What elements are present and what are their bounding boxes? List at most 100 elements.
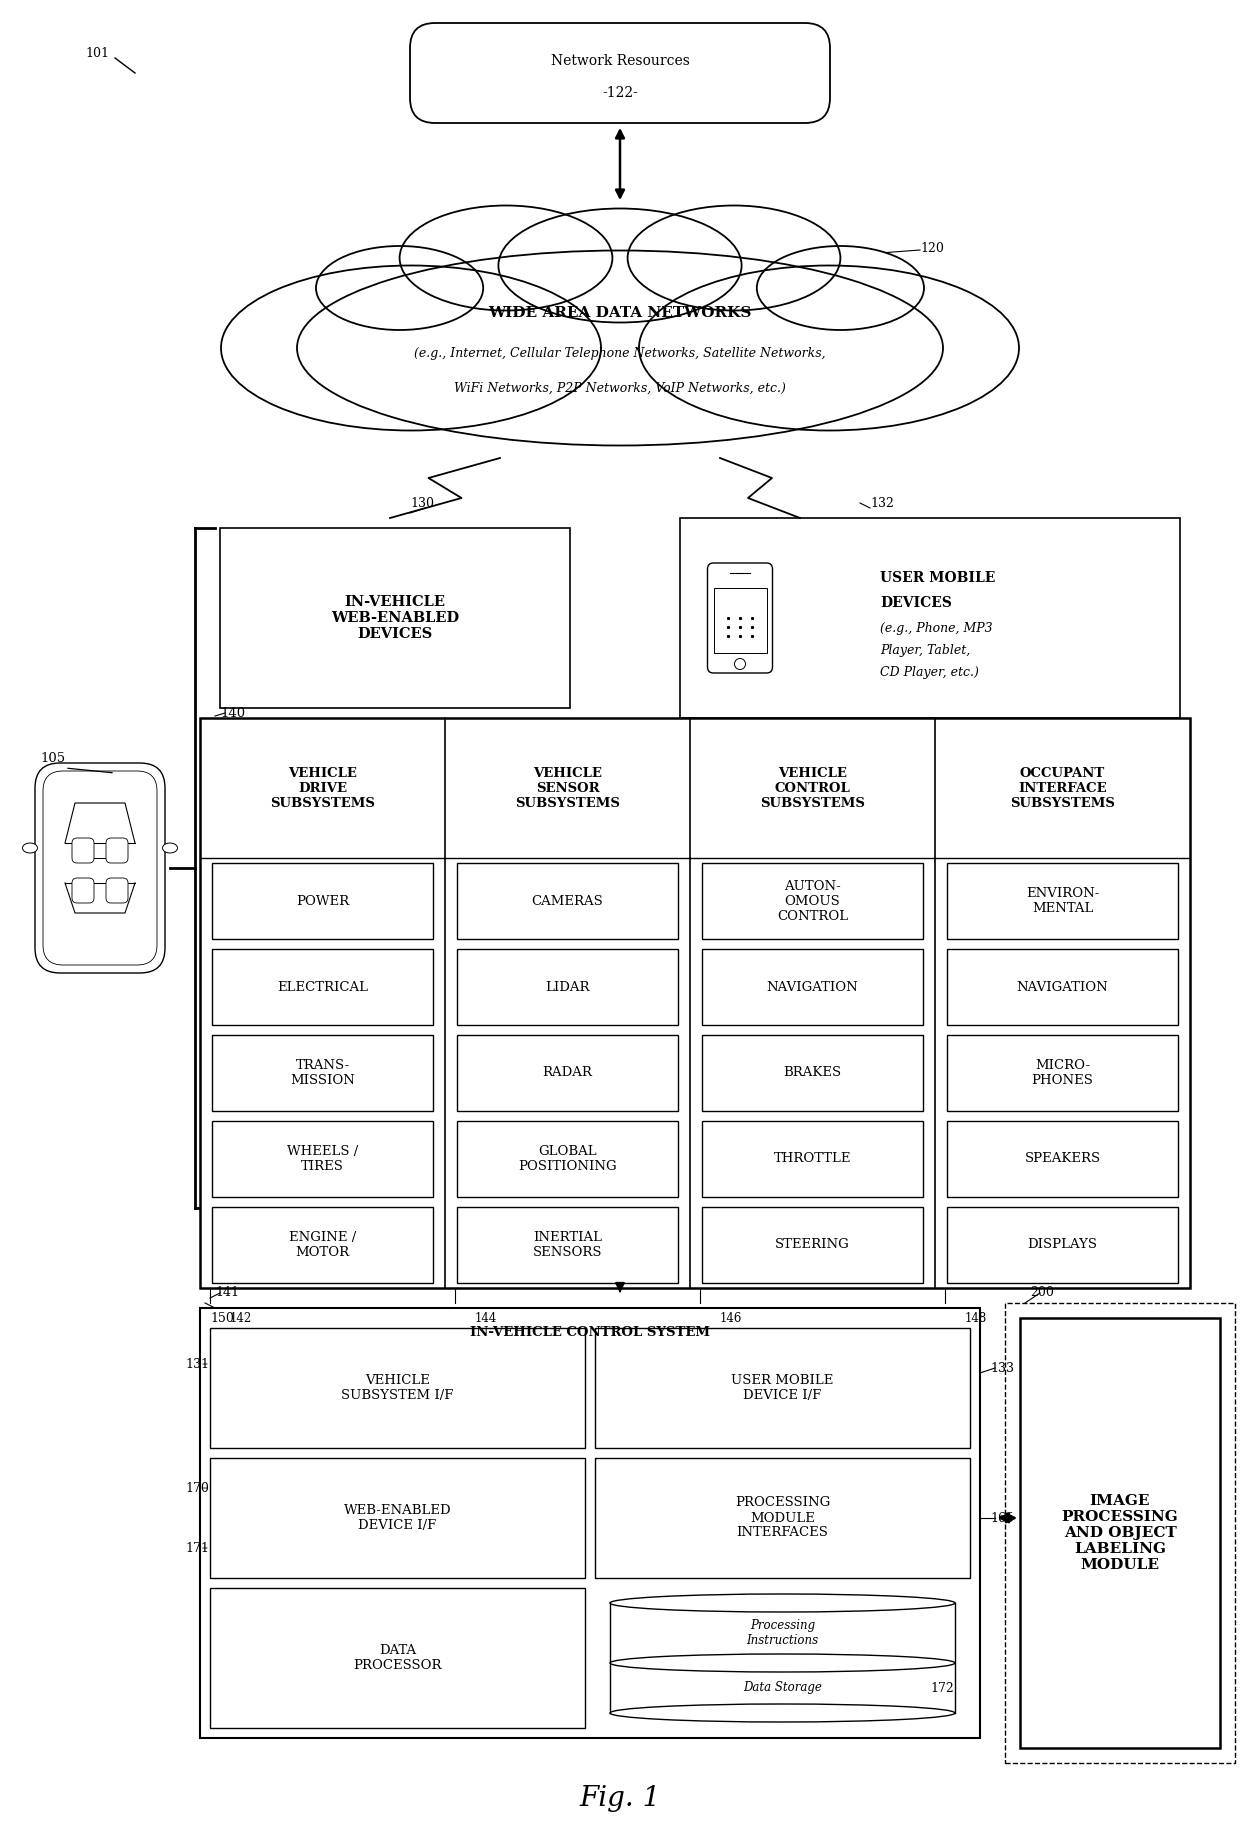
Bar [458,1121,678,1197]
Bar [212,862,433,939]
Text: VEHICLE
SUBSYSTEM I/F: VEHICLE SUBSYSTEM I/F [341,1375,454,1402]
Text: LIDAR: LIDAR [546,980,590,994]
Text: 141: 141 [215,1287,239,1299]
Text: USER MOBILE
DEVICE I/F: USER MOBILE DEVICE I/F [732,1375,833,1402]
Text: OCCUPANT
INTERFACE
SUBSYSTEMS: OCCUPANT INTERFACE SUBSYSTEMS [1011,766,1115,809]
FancyBboxPatch shape [410,24,830,123]
Text: IN-VEHICLE CONTROL SYSTEM: IN-VEHICLE CONTROL SYSTEM [470,1327,711,1340]
Text: INERTIAL
SENSORS: INERTIAL SENSORS [533,1231,603,1259]
Text: USER MOBILE: USER MOBILE [880,572,996,584]
Text: BRAKES: BRAKES [784,1066,842,1079]
Text: WiFi Networks, P2P Networks, VoIP Networks, etc.): WiFi Networks, P2P Networks, VoIP Networ… [454,382,786,395]
Circle shape [734,658,745,669]
Text: POWER: POWER [296,895,350,908]
Bar [713,588,766,652]
Text: GLOBAL
POSITIONING: GLOBAL POSITIONING [518,1145,616,1173]
Text: VEHICLE
SENSOR
SUBSYSTEMS: VEHICLE SENSOR SUBSYSTEMS [515,766,620,809]
Ellipse shape [221,265,601,430]
Bar [1021,1318,1220,1748]
Bar [210,1458,585,1579]
FancyBboxPatch shape [72,879,94,902]
Text: 133: 133 [990,1362,1014,1375]
Ellipse shape [316,246,484,331]
Bar [702,1208,923,1283]
Ellipse shape [399,206,613,311]
Ellipse shape [22,844,37,853]
Text: IMAGE
PROCESSING
AND OBJECT
LABELING
MODULE: IMAGE PROCESSING AND OBJECT LABELING MOD… [1061,1494,1178,1571]
Text: 165: 165 [990,1511,1014,1524]
Bar [947,862,1178,939]
Bar [212,948,433,1026]
Bar [212,1035,433,1112]
Bar [458,862,678,939]
Bar [702,948,923,1026]
Ellipse shape [162,844,177,853]
Ellipse shape [627,206,841,311]
Ellipse shape [610,1594,955,1612]
Bar [610,1594,955,1704]
Text: VEHICLE
CONTROL
SUBSYSTEMS: VEHICLE CONTROL SUBSYSTEMS [760,766,866,809]
Text: (e.g., Phone, MP3: (e.g., Phone, MP3 [880,621,993,634]
Text: 171: 171 [185,1542,208,1555]
Ellipse shape [610,1704,955,1722]
Text: 172: 172 [930,1682,954,1695]
Text: (e.g., Internet, Cellular Telephone Networks, Satellite Networks,: (e.g., Internet, Cellular Telephone Netw… [414,347,826,360]
Text: Data Storage: Data Storage [743,1682,822,1695]
Text: CD Player, etc.): CD Player, etc.) [880,665,978,678]
Text: 101: 101 [86,46,109,59]
Bar [947,1121,1178,1197]
Text: -122-: -122- [603,86,637,99]
Bar [458,1035,678,1112]
Bar [458,1208,678,1283]
Text: Processing
Instructions: Processing Instructions [746,1619,818,1647]
Text: TRANS-
MISSION: TRANS- MISSION [290,1059,355,1086]
Text: 140: 140 [219,706,246,719]
Bar [702,1121,923,1197]
Ellipse shape [298,250,942,445]
Bar [210,1329,585,1448]
Ellipse shape [610,1654,955,1673]
Text: Network Resources: Network Resources [551,53,689,68]
Bar [210,1588,585,1728]
Bar [458,948,678,1026]
Text: STEERING: STEERING [775,1239,849,1252]
FancyBboxPatch shape [35,763,165,972]
Bar [680,518,1180,719]
Text: Fig. 1: Fig. 1 [579,1785,661,1812]
FancyBboxPatch shape [43,770,157,965]
FancyBboxPatch shape [72,838,94,864]
Bar [212,1121,433,1197]
Text: MICRO-
PHONES: MICRO- PHONES [1032,1059,1094,1086]
Text: 142: 142 [229,1312,252,1325]
Text: VEHICLE
DRIVE
SUBSYSTEMS: VEHICLE DRIVE SUBSYSTEMS [270,766,374,809]
Text: RADAR: RADAR [543,1066,593,1079]
Bar [947,948,1178,1026]
Bar [212,1208,433,1283]
Text: SPEAKERS: SPEAKERS [1024,1152,1101,1165]
Bar [595,1329,970,1448]
Text: IN-VEHICLE
WEB-ENABLED
DEVICES: IN-VEHICLE WEB-ENABLED DEVICES [331,596,459,641]
Text: 148: 148 [965,1312,987,1325]
Bar [200,1309,980,1739]
Text: ELECTRICAL: ELECTRICAL [277,980,368,994]
Text: ENVIRON-
MENTAL: ENVIRON- MENTAL [1025,888,1099,915]
Ellipse shape [756,246,924,331]
Text: CAMERAS: CAMERAS [532,895,604,908]
Text: 120: 120 [920,241,944,254]
Text: AUTON-
OMOUS
CONTROL: AUTON- OMOUS CONTROL [777,880,848,923]
Bar [595,1458,970,1579]
Text: NAVIGATION: NAVIGATION [1017,980,1109,994]
Text: 130: 130 [410,496,434,509]
FancyBboxPatch shape [708,562,773,673]
Bar [1004,1303,1235,1763]
Text: PROCESSING
MODULE
INTERFACES: PROCESSING MODULE INTERFACES [735,1496,830,1540]
Text: WHEELS /
TIRES: WHEELS / TIRES [286,1145,358,1173]
Ellipse shape [639,265,1019,430]
Bar [219,528,570,708]
Bar [947,1035,1178,1112]
Text: 146: 146 [720,1312,743,1325]
Text: THROTTLE: THROTTLE [774,1152,851,1165]
Text: DISPLAYS: DISPLAYS [1028,1239,1097,1252]
Text: DEVICES: DEVICES [880,596,952,610]
Text: ENGINE /
MOTOR: ENGINE / MOTOR [289,1231,356,1259]
